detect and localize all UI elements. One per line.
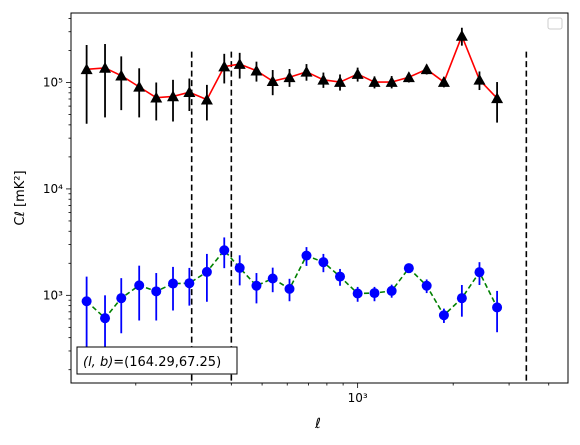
data-point (201, 266, 212, 277)
data-point (492, 302, 503, 313)
x-tick-label: 10³ (348, 391, 368, 405)
data-point (300, 65, 313, 77)
data-point (318, 257, 329, 268)
data-point (81, 296, 92, 307)
tick-labels: 10³ 10³ 10⁴ 10⁵ (43, 76, 368, 405)
data-point (317, 73, 330, 85)
data-point (334, 76, 347, 87)
series-0 (80, 27, 504, 124)
data-point (218, 60, 231, 72)
data-point (219, 245, 230, 256)
annotation-text: (l, b)=(164.29,67.25) (83, 355, 221, 370)
x-axis-label: ℓ (314, 416, 321, 432)
annotation-box: (l, b)=(164.29,67.25) (76, 346, 238, 375)
data-point (456, 293, 467, 304)
data-point (368, 76, 381, 87)
series-1 (81, 237, 503, 364)
data-point (352, 288, 363, 299)
data-point (200, 93, 213, 105)
data-point (250, 64, 263, 76)
data-point (403, 263, 414, 274)
data-point (233, 58, 246, 69)
data-point (386, 285, 397, 296)
data-point (301, 250, 312, 261)
data-point (420, 63, 433, 75)
data-point (133, 80, 146, 92)
vertical-lines (190, 51, 528, 383)
data-point (474, 267, 485, 278)
y-tick-label: 10⁴ (43, 182, 63, 196)
data-point (151, 286, 162, 297)
data-point (267, 273, 278, 284)
data-point (421, 280, 432, 291)
data-point (100, 313, 111, 324)
data-point (455, 29, 468, 41)
data-point (438, 310, 449, 321)
plot-area (71, 13, 568, 383)
plot-frame (70, 12, 569, 384)
data-point (167, 90, 180, 102)
data-point (473, 73, 486, 85)
data-point (150, 91, 163, 103)
y-tick-label: 10⁵ (43, 76, 63, 90)
legend-box (547, 17, 563, 30)
data-point (351, 68, 364, 79)
data-point (134, 280, 145, 291)
y-tick-label: 10³ (43, 288, 63, 302)
data-point (491, 92, 504, 104)
series-layer (80, 27, 504, 364)
data-point (283, 71, 296, 83)
data-point (99, 61, 112, 73)
data-point (168, 278, 179, 289)
data-point (234, 262, 245, 273)
y-axis-label: Cℓ [mK²] (13, 170, 28, 225)
data-point (437, 76, 450, 87)
data-point (115, 69, 128, 81)
data-point (251, 280, 262, 291)
data-point (402, 71, 415, 83)
data-point (335, 271, 346, 282)
data-point (183, 86, 196, 98)
data-point (385, 76, 398, 87)
data-point (80, 63, 93, 75)
data-point (266, 75, 279, 86)
data-point (369, 288, 380, 299)
data-point (116, 293, 127, 304)
data-point (184, 278, 195, 289)
data-point (284, 283, 295, 294)
